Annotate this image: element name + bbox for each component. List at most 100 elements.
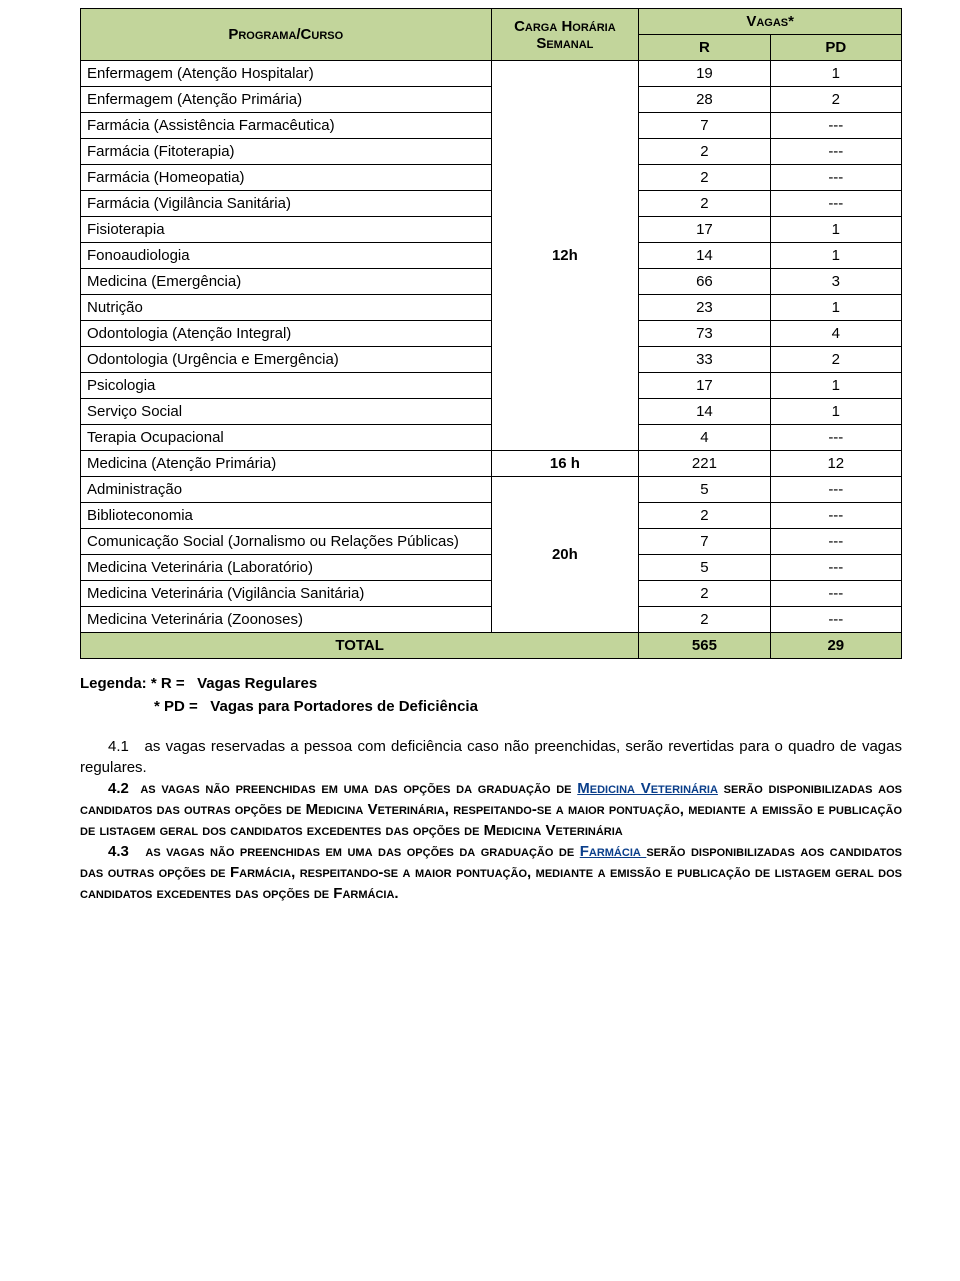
- r-cell: 5: [639, 477, 770, 503]
- para-4-3-text-a: as vagas não preenchidas em uma das opçõ…: [145, 843, 579, 860]
- pd-cell: 12: [770, 451, 901, 477]
- link-farmacia[interactable]: Farmácia: [580, 843, 647, 860]
- legend-line-2: * PD = Vagas para Portadores de Deficiên…: [80, 696, 902, 719]
- r-cell: 7: [639, 113, 770, 139]
- pd-cell: ---: [770, 555, 901, 581]
- pd-cell: ---: [770, 503, 901, 529]
- pd-cell: ---: [770, 113, 901, 139]
- para-4-2-num: 4.2: [108, 780, 129, 797]
- r-cell: 28: [639, 87, 770, 113]
- row-label: Biblioteconomia: [81, 503, 492, 529]
- pd-cell: ---: [770, 607, 901, 633]
- col-programa: Programa/Curso: [81, 9, 492, 61]
- pd-cell: 4: [770, 321, 901, 347]
- total-r: 565: [639, 633, 770, 659]
- pd-cell: 1: [770, 373, 901, 399]
- pd-cell: ---: [770, 477, 901, 503]
- pd-cell: 1: [770, 295, 901, 321]
- row-label: Medicina (Emergência): [81, 269, 492, 295]
- row-label: Serviço Social: [81, 399, 492, 425]
- r-cell: 19: [639, 61, 770, 87]
- legend-l2-text: Vagas para Portadores de Deficiência: [210, 698, 478, 715]
- r-cell: 14: [639, 399, 770, 425]
- r-cell: 5: [639, 555, 770, 581]
- row-label: Medicina Veterinária (Laboratório): [81, 555, 492, 581]
- carga-cell: 12h: [491, 61, 639, 451]
- row-label: Fisioterapia: [81, 217, 492, 243]
- para-4-2-text-a: as vagas não preenchidas em uma das opçõ…: [140, 780, 577, 797]
- r-cell: 2: [639, 139, 770, 165]
- pd-cell: ---: [770, 529, 901, 555]
- row-label: Farmácia (Homeopatia): [81, 165, 492, 191]
- carga-cell: 20h: [491, 477, 639, 633]
- vagas-table: Programa/Curso Carga Horária Semanal Vag…: [80, 8, 902, 659]
- row-label: Medicina (Atenção Primária): [81, 451, 492, 477]
- col-vagas: Vagas*: [639, 9, 902, 35]
- row-label: Farmácia (Fitoterapia): [81, 139, 492, 165]
- col-r: R: [639, 35, 770, 61]
- row-label: Farmácia (Vigilância Sanitária): [81, 191, 492, 217]
- paragraphs: 4.1 as vagas reservadas a pessoa com def…: [80, 736, 902, 904]
- row-label: Enfermagem (Atenção Primária): [81, 87, 492, 113]
- r-cell: 4: [639, 425, 770, 451]
- col-carga: Carga Horária Semanal: [491, 9, 639, 61]
- para-4-3-num: 4.3: [108, 843, 129, 860]
- pd-cell: ---: [770, 425, 901, 451]
- row-label: Fonoaudiologia: [81, 243, 492, 269]
- pd-cell: 2: [770, 347, 901, 373]
- row-label: Farmácia (Assistência Farmacêutica): [81, 113, 492, 139]
- row-label: Odontologia (Urgência e Emergência): [81, 347, 492, 373]
- r-cell: 2: [639, 503, 770, 529]
- r-cell: 73: [639, 321, 770, 347]
- para-4-3: 4.3 as vagas não preenchidas em uma das …: [80, 841, 902, 904]
- row-label: Terapia Ocupacional: [81, 425, 492, 451]
- legend-l1-prefix: Legenda: * R =: [80, 675, 185, 692]
- r-cell: 33: [639, 347, 770, 373]
- row-label: Nutrição: [81, 295, 492, 321]
- link-medicina-veterinaria[interactable]: Medicina Veterinária: [577, 780, 718, 797]
- row-label: Comunicação Social (Jornalismo ou Relaçõ…: [81, 529, 492, 555]
- r-cell: 17: [639, 217, 770, 243]
- carga-cell: 16 h: [491, 451, 639, 477]
- row-label: Medicina Veterinária (Vigilância Sanitár…: [81, 581, 492, 607]
- r-cell: 23: [639, 295, 770, 321]
- total-label: TOTAL: [81, 633, 639, 659]
- table-header: Programa/Curso Carga Horária Semanal Vag…: [81, 9, 902, 61]
- row-label: Odontologia (Atenção Integral): [81, 321, 492, 347]
- legend-l2-prefix: * PD =: [154, 698, 198, 715]
- table-row: Medicina (Atenção Primária)16 h22112: [81, 451, 902, 477]
- total-row: TOTAL56529: [81, 633, 902, 659]
- para-4-1: 4.1 as vagas reservadas a pessoa com def…: [80, 736, 902, 778]
- r-cell: 221: [639, 451, 770, 477]
- para-4-1-num: 4.1: [108, 738, 129, 755]
- document-page: Programa/Curso Carga Horária Semanal Vag…: [0, 0, 960, 944]
- table-row: Administração20h5---: [81, 477, 902, 503]
- r-cell: 2: [639, 165, 770, 191]
- pd-cell: ---: [770, 581, 901, 607]
- pd-cell: ---: [770, 139, 901, 165]
- r-cell: 66: [639, 269, 770, 295]
- table-body: Enfermagem (Atenção Hospitalar)12h191Enf…: [81, 61, 902, 659]
- row-label: Medicina Veterinária (Zoonoses): [81, 607, 492, 633]
- pd-cell: 1: [770, 217, 901, 243]
- pd-cell: ---: [770, 191, 901, 217]
- row-label: Enfermagem (Atenção Hospitalar): [81, 61, 492, 87]
- total-pd: 29: [770, 633, 901, 659]
- col-pd: PD: [770, 35, 901, 61]
- r-cell: 2: [639, 607, 770, 633]
- r-cell: 7: [639, 529, 770, 555]
- pd-cell: 1: [770, 243, 901, 269]
- r-cell: 17: [639, 373, 770, 399]
- pd-cell: ---: [770, 165, 901, 191]
- para-4-1-text: as vagas reservadas a pessoa com deficiê…: [80, 738, 902, 776]
- r-cell: 2: [639, 581, 770, 607]
- pd-cell: 2: [770, 87, 901, 113]
- legend: Legenda: * R = Vagas Regulares * PD = Va…: [80, 673, 902, 718]
- r-cell: 2: [639, 191, 770, 217]
- pd-cell: 1: [770, 399, 901, 425]
- legend-line-1: Legenda: * R = Vagas Regulares: [80, 675, 317, 692]
- para-4-2: 4.2 as vagas não preenchidas em uma das …: [80, 778, 902, 841]
- pd-cell: 1: [770, 61, 901, 87]
- pd-cell: 3: [770, 269, 901, 295]
- row-label: Administração: [81, 477, 492, 503]
